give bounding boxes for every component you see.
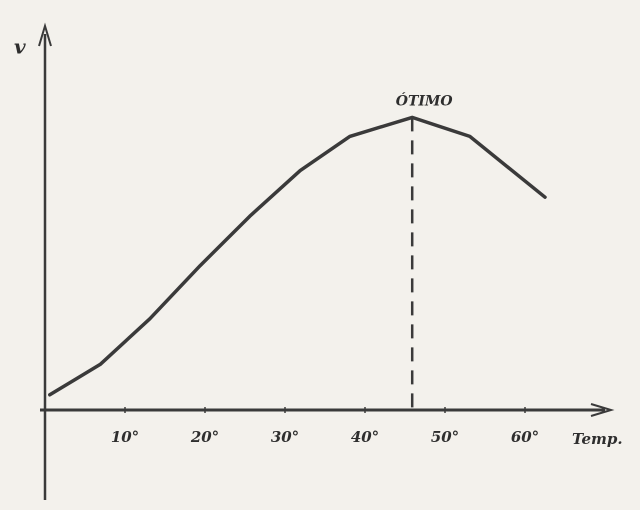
x-tick-label: 10°: [111, 428, 139, 446]
x-tick-label: 40°: [351, 428, 379, 446]
x-axis-arrow: [590, 403, 615, 417]
optimum-label: ÓTIMO: [396, 91, 454, 109]
y-axis-label: v: [14, 35, 26, 59]
x-tick-label: 20°: [190, 428, 219, 446]
curve: [48, 115, 547, 397]
x-tick-label: 60°: [511, 428, 539, 446]
x-tick-label: 30°: [271, 428, 299, 446]
x-tick-label: 50°: [431, 428, 459, 446]
y-axis-arrow: [38, 22, 52, 47]
x-axis-label: Temp.: [572, 430, 623, 448]
